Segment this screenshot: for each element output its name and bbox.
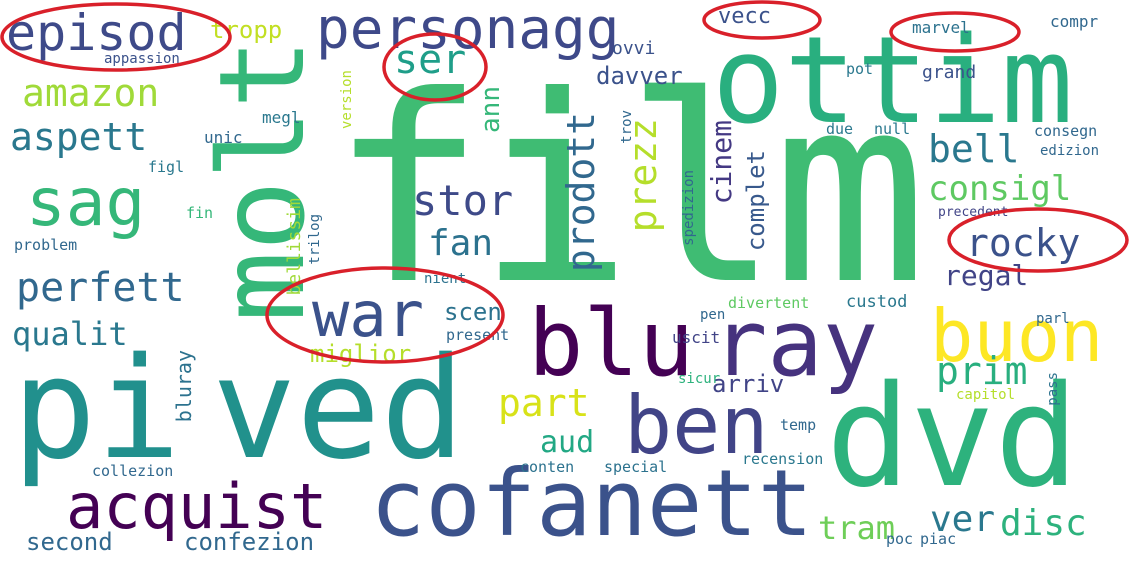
word-disc: disc xyxy=(1000,503,1087,544)
word-consigl: consigl xyxy=(928,169,1072,209)
word-uscit: uscit xyxy=(672,328,721,347)
word-marvel: marvel xyxy=(912,18,970,37)
word-tropp: tropp xyxy=(210,16,283,44)
word-episod: episod xyxy=(6,4,187,62)
word-figl: figl xyxy=(148,158,185,176)
word-second: second xyxy=(26,528,113,556)
word-ser: ser xyxy=(394,37,467,83)
word-perfett: perfett xyxy=(16,265,185,311)
circle-war xyxy=(265,266,505,364)
word-tram: tram xyxy=(818,509,896,547)
word-acquist: acquist xyxy=(66,470,328,543)
word-appassion: appassion xyxy=(104,51,180,67)
word-custod: custod xyxy=(846,292,908,312)
word-ovvi: ovvi xyxy=(612,38,656,59)
word-film: film xyxy=(330,41,927,341)
word-ben: ben xyxy=(624,379,769,472)
word-bell: bell xyxy=(928,127,1020,171)
word-poc: poc xyxy=(886,530,914,548)
word-special: special xyxy=(604,458,668,476)
word-capitol: capitol xyxy=(956,387,1016,403)
word-fin: fin xyxy=(186,204,214,222)
word-ved: ved xyxy=(212,328,465,491)
word-qualit: qualit xyxy=(12,315,128,353)
word-confezion: confezion xyxy=(184,528,315,556)
word-ver: ver xyxy=(930,499,996,540)
word-divertent: divertent xyxy=(728,294,810,312)
word-null: null xyxy=(874,120,911,138)
word-parl: parl xyxy=(1036,311,1070,327)
circle-vecc xyxy=(702,0,822,40)
word-aspett: aspett xyxy=(10,115,148,159)
word-blu: blu xyxy=(528,290,695,397)
word-rocky: rocky xyxy=(966,221,1081,265)
word-cofanett: cofanett xyxy=(370,450,814,557)
word-davver: davver xyxy=(596,62,683,90)
word-part: part xyxy=(498,381,590,425)
word-amazon: amazon xyxy=(22,71,160,115)
word-stor: stor xyxy=(412,176,514,225)
circle-rocky xyxy=(947,207,1129,273)
word-edizion: edizion xyxy=(1040,143,1100,159)
word-temp: temp xyxy=(780,416,817,434)
word-due: due xyxy=(826,120,854,138)
word-megl: megl xyxy=(262,108,301,127)
word-arriv: arriv xyxy=(712,370,785,398)
word-dvd: dvd xyxy=(826,356,1079,519)
word-aud: aud xyxy=(540,425,595,460)
word-unic: unic xyxy=(204,128,243,147)
word-recension: recension xyxy=(742,450,824,468)
word-scen: scen xyxy=(444,298,502,326)
word-piac: piac xyxy=(920,530,957,548)
word-consegn: consegn xyxy=(1034,122,1098,140)
word-pen: pen xyxy=(700,307,726,323)
word-pot: pot xyxy=(846,60,874,78)
word-sag: sag xyxy=(26,164,146,241)
circle-episod xyxy=(0,2,232,72)
word-ray: ray xyxy=(712,290,879,397)
word-problem: problem xyxy=(14,236,78,254)
word-grand: grand xyxy=(922,62,977,83)
word-personagg: personagg xyxy=(316,0,620,62)
circle-ser xyxy=(382,32,488,102)
word-pi: pi xyxy=(12,328,181,491)
word-sicur: sicur xyxy=(678,371,721,387)
word-war: war xyxy=(312,278,424,351)
word-precedent: precedent xyxy=(938,205,1009,220)
word-vecc: vecc xyxy=(718,4,771,29)
word-prim: prim xyxy=(936,349,1028,393)
word-conten: conten xyxy=(520,458,575,476)
circle-marvel xyxy=(889,11,1021,53)
word-compr: compr xyxy=(1050,12,1099,31)
word-buon: buon xyxy=(930,294,1104,378)
word-fan: fan xyxy=(428,223,494,264)
word-collezion: collezion xyxy=(92,462,174,480)
